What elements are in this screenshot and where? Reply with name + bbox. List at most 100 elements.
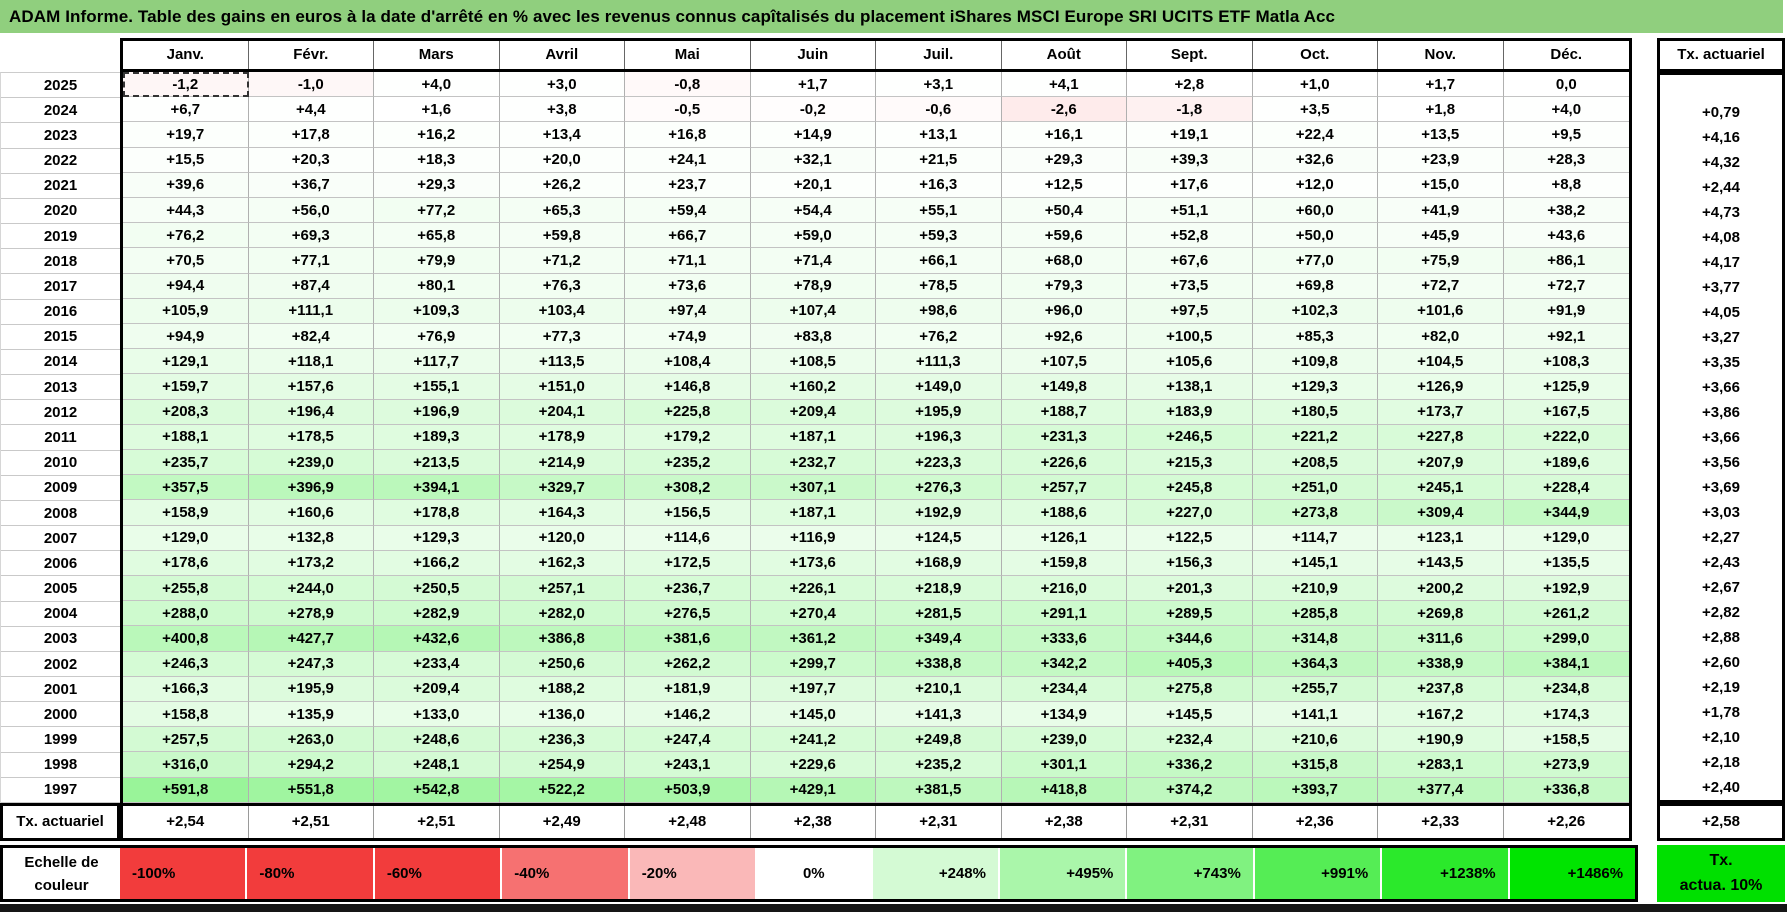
data-cell[interactable]: +108,3 xyxy=(1503,349,1629,375)
footer-cell[interactable]: +2,33 xyxy=(1378,806,1504,838)
tx-actuariel-value[interactable]: +3,56 xyxy=(1702,454,1740,471)
data-cell[interactable]: +188,6 xyxy=(1001,500,1127,526)
data-cell[interactable]: +135,9 xyxy=(248,702,374,728)
data-cell[interactable]: +168,9 xyxy=(876,550,1002,577)
data-cell[interactable]: +189,6 xyxy=(1503,450,1629,476)
data-cell[interactable]: +173,6 xyxy=(750,550,876,577)
data-cell[interactable]: +97,5 xyxy=(1127,298,1253,325)
tx-actuariel-value[interactable]: +2,10 xyxy=(1702,729,1740,746)
data-cell[interactable]: +209,4 xyxy=(750,399,876,425)
data-cell[interactable]: +394,1 xyxy=(374,475,500,501)
data-cell[interactable]: +245,1 xyxy=(1378,475,1504,501)
data-cell[interactable]: +138,1 xyxy=(1127,374,1253,400)
data-cell[interactable]: +591,8 xyxy=(123,777,249,803)
data-cell[interactable]: +133,0 xyxy=(374,702,500,728)
data-cell[interactable]: +189,3 xyxy=(374,424,500,451)
data-cell[interactable]: +87,4 xyxy=(248,273,374,299)
data-cell[interactable]: +233,4 xyxy=(374,651,500,677)
legend-cell[interactable]: +991% xyxy=(1254,848,1383,899)
data-cell[interactable]: +76,9 xyxy=(374,324,500,350)
data-cell[interactable]: +159,8 xyxy=(1001,550,1127,577)
data-cell[interactable]: +107,5 xyxy=(1001,349,1127,375)
legend-cell[interactable]: -80% xyxy=(247,848,375,899)
tx-actuariel-value[interactable]: +2,88 xyxy=(1702,629,1740,646)
footer-cell[interactable]: +2,31 xyxy=(1127,806,1253,838)
month-header-cell[interactable]: Sept. xyxy=(1127,41,1253,69)
data-cell[interactable]: +1,7 xyxy=(750,72,876,98)
data-cell[interactable]: +29,3 xyxy=(374,172,500,199)
data-cell[interactable]: +235,2 xyxy=(625,450,751,476)
data-cell[interactable]: +76,2 xyxy=(123,223,249,249)
data-cell[interactable]: +249,8 xyxy=(876,727,1002,753)
data-cell[interactable]: +94,4 xyxy=(123,273,249,299)
year-label[interactable]: 1998 xyxy=(1,753,120,778)
data-cell[interactable]: +236,7 xyxy=(625,576,751,602)
data-cell[interactable]: +105,9 xyxy=(123,298,249,325)
data-cell[interactable]: -0,8 xyxy=(625,72,751,98)
data-cell[interactable]: +158,8 xyxy=(123,702,249,728)
data-cell[interactable]: +247,3 xyxy=(248,651,374,677)
data-cell[interactable]: +72,7 xyxy=(1378,273,1504,299)
data-cell[interactable]: +236,3 xyxy=(499,727,625,753)
data-cell[interactable]: +400,8 xyxy=(123,626,249,652)
legend-cell[interactable]: +495% xyxy=(999,848,1128,899)
data-cell[interactable]: +225,8 xyxy=(625,399,751,425)
data-cell[interactable]: +282,9 xyxy=(374,601,500,627)
data-cell[interactable]: +26,2 xyxy=(499,172,625,199)
data-cell[interactable]: +503,9 xyxy=(625,777,751,803)
data-cell[interactable]: +522,2 xyxy=(499,777,625,803)
data-cell[interactable]: +250,6 xyxy=(499,651,625,677)
data-cell[interactable]: +77,0 xyxy=(1252,248,1378,274)
data-cell[interactable]: +215,3 xyxy=(1127,450,1253,476)
data-cell[interactable]: +166,3 xyxy=(123,676,249,703)
data-cell[interactable]: +96,0 xyxy=(1001,298,1127,325)
data-cell[interactable]: +278,9 xyxy=(248,601,374,627)
data-cell[interactable]: +129,3 xyxy=(1252,374,1378,400)
data-cell[interactable]: +307,1 xyxy=(750,475,876,501)
data-cell[interactable]: +103,4 xyxy=(499,298,625,325)
data-cell[interactable]: +222,0 xyxy=(1503,424,1629,451)
data-cell[interactable]: +15,0 xyxy=(1378,172,1504,199)
data-cell[interactable]: +77,1 xyxy=(248,248,374,274)
data-cell[interactable]: +245,8 xyxy=(1127,475,1253,501)
tx-actuariel-value[interactable]: +4,32 xyxy=(1702,154,1740,171)
data-cell[interactable]: +159,7 xyxy=(123,374,249,400)
year-label[interactable]: 2007 xyxy=(1,526,120,552)
data-cell[interactable]: +83,8 xyxy=(750,324,876,350)
data-cell[interactable]: +149,0 xyxy=(876,374,1002,400)
year-label[interactable]: 2004 xyxy=(1,602,120,627)
data-cell[interactable]: +299,0 xyxy=(1503,626,1629,652)
data-cell[interactable]: +141,1 xyxy=(1252,702,1378,728)
year-label[interactable]: 2017 xyxy=(1,274,120,300)
legend-cell[interactable]: +1486% xyxy=(1509,848,1636,899)
year-label[interactable]: 1997 xyxy=(1,778,120,803)
data-cell[interactable]: +281,5 xyxy=(876,601,1002,627)
tx-actuariel-value[interactable]: +2,44 xyxy=(1702,179,1740,196)
tx-actuariel-value[interactable]: +4,05 xyxy=(1702,304,1740,321)
tx-actua-10-box[interactable]: Tx. actua. 10% xyxy=(1657,845,1785,902)
data-cell[interactable]: +145,5 xyxy=(1127,702,1253,728)
data-cell[interactable]: +257,1 xyxy=(499,576,625,602)
data-cell[interactable]: +134,9 xyxy=(1001,702,1127,728)
data-cell[interactable]: +384,1 xyxy=(1503,651,1629,677)
data-cell[interactable]: +120,0 xyxy=(499,525,625,551)
data-cell[interactable]: +132,8 xyxy=(248,525,374,551)
data-cell[interactable]: +178,8 xyxy=(374,500,500,526)
data-cell[interactable]: +79,3 xyxy=(1001,273,1127,299)
data-cell[interactable]: +85,3 xyxy=(1252,324,1378,350)
data-cell[interactable]: +316,0 xyxy=(123,752,249,778)
data-cell[interactable]: +160,2 xyxy=(750,374,876,400)
data-cell[interactable]: +361,2 xyxy=(750,626,876,652)
data-cell[interactable]: -1,0 xyxy=(248,72,374,98)
footer-cell[interactable]: +2,38 xyxy=(1002,806,1127,838)
month-header-cell[interactable]: Juil. xyxy=(876,41,1002,69)
data-cell[interactable]: +381,6 xyxy=(625,626,751,652)
data-cell[interactable]: +336,8 xyxy=(1503,777,1629,803)
data-cell[interactable]: +129,3 xyxy=(374,525,500,551)
data-cell[interactable]: +98,6 xyxy=(876,298,1002,325)
legend-cell[interactable]: -40% xyxy=(502,848,630,899)
tx-actuariel-value[interactable]: +1,78 xyxy=(1702,704,1740,721)
data-cell[interactable]: +227,0 xyxy=(1127,500,1253,526)
data-cell[interactable]: +126,1 xyxy=(1001,525,1127,551)
data-cell[interactable]: +66,1 xyxy=(876,248,1002,274)
